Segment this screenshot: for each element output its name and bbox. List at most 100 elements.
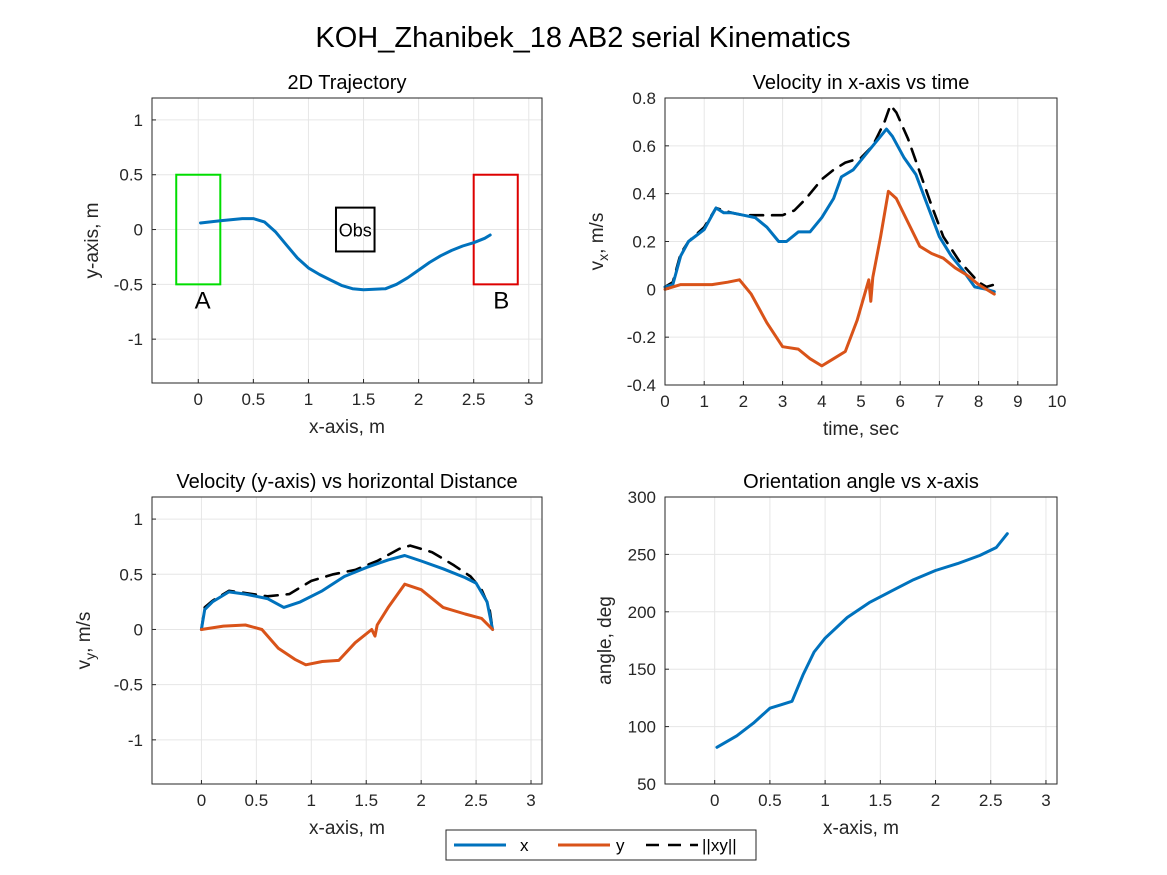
y-axis-label: angle, deg [595,596,616,685]
legend-label-0: x [520,836,529,855]
y-axis-label: vx, m/s [587,213,611,271]
axes-title: Velocity in x-axis vs time [753,72,970,94]
y-tick-label: 100 [628,718,656,737]
x-tick-label: 3 [526,791,535,810]
y-tick-label: 0.8 [632,89,656,108]
y-axis-label-subscript: x [595,254,611,261]
x-tick-label: 0.5 [242,390,266,409]
x-tick-label: 0 [194,390,203,409]
axes-orientation-angle: 0 0.5 1 1.5 2 2.5 3 50 100 150 200 250 300 Orientatio… [595,471,1058,839]
y-tick-label: -0.4 [627,376,656,395]
y-tick-label: 300 [628,488,656,507]
x-tick-label: 0 [660,392,669,411]
y-axis-label-unit: , m/s [74,612,95,653]
axes-title: 2D Trajectory [288,72,407,94]
y-axis-label-subscript: y [82,653,98,660]
axes-velocity-vs-distance: 0 0.5 1 1.5 2 2.5 3 -1 -0.5 0 0.5 1 Velocity (y-axis… [74,471,543,839]
y-tick-label: 0.5 [119,565,143,584]
x-axis-label: x-axis, m [823,818,899,839]
y-tick-label: 0 [134,221,143,240]
x-tick-label: 1 [699,392,708,411]
y-tick-label: 0 [647,280,656,299]
series-line-y [199,582,495,667]
x-tick-label: 0.5 [245,791,269,810]
x-tick-label: 6 [895,392,904,411]
x-tick-label: 2.5 [462,390,486,409]
y-tick-label: 0.5 [119,166,143,185]
region-label-b: B [493,288,509,315]
y-axis-label-main: v [74,659,95,669]
y-tick-label: 0.4 [632,185,656,204]
axes-frame [151,496,543,785]
y-tick-label: 0 [134,620,143,639]
axes-frame [151,97,543,384]
x-tick-label: 0 [197,791,206,810]
y-tick-label: -1 [128,731,143,750]
y-axis-label: vy, m/s [74,612,98,670]
series-line-x [199,217,492,292]
y-tick-label: -0.5 [114,676,143,695]
plot-area [152,497,542,784]
axes-2d-trajectory: 0 0.5 1 1.5 2 2.5 3 -1 -0.5 0 0.5 1 A B Obs 2D Trajecto… [82,72,543,438]
x-tick-label: 3 [778,392,787,411]
legend: x y ||xy|| [445,829,757,861]
axes-frame [664,496,1058,785]
y-tick-label: 50 [637,775,656,794]
axes-title: Orientation angle vs x-axis [743,471,979,493]
y-tick-label: 250 [628,545,656,564]
x-tick-label: 1.5 [869,791,893,810]
axes-frame [664,97,1058,386]
x-tick-label: 3 [1041,791,1050,810]
x-tick-label: 10 [1048,392,1067,411]
y-tick-label: -0.2 [627,328,656,347]
x-tick-label: 3 [524,390,533,409]
obstacle-label: Obs [339,221,372,241]
x-tick-label: 1 [304,390,313,409]
x-tick-label: 1.5 [354,791,378,810]
axes-title: Velocity (y-axis) vs horizontal Distance [176,471,517,493]
y-tick-label: 200 [628,603,656,622]
series-line-x [199,554,495,631]
axes-velocity-vs-time: 0 1 2 3 4 5 6 7 8 9 10 -0.4 -0.2 0 0.2 0.4 0.6 0.8 Velocit… [587,72,1066,440]
legend-label-2: ||xy|| [702,836,737,855]
x-tick-label: 4 [817,392,826,411]
grid-lines [152,497,542,784]
y-tick-label: 0.2 [632,233,656,252]
obstacle-box [334,206,376,253]
y-tick-label: 1 [134,510,143,529]
x-tick-label: 2.5 [979,791,1003,810]
y-tick-label: -0.5 [114,275,143,294]
figure-suptitle: KOH_Zhanibek_18 AB2 serial Kinematics [315,22,850,54]
region-box-b [472,173,519,286]
x-tick-label: 1.5 [352,390,376,409]
x-tick-label: 8 [974,392,983,411]
x-tick-label: 2 [416,791,425,810]
region-label-a: A [195,288,211,315]
x-tick-label: 2.5 [464,791,488,810]
x-tick-label: 0.5 [758,791,782,810]
x-tick-label: 1 [307,791,316,810]
x-tick-label: 7 [935,392,944,411]
y-axis-label-main: v [587,260,608,270]
y-tick-label: 150 [628,660,656,679]
y-tick-label: -1 [128,330,143,349]
x-tick-label: 2 [931,791,940,810]
y-tick-label: 1 [134,111,143,130]
series-line-y [663,189,996,368]
series-line-x [663,127,996,294]
y-axis-label-unit: , m/s [587,213,608,254]
legend-label-1: y [616,836,625,855]
x-tick-label: 1 [820,791,829,810]
x-tick-label: 2 [414,390,423,409]
x-axis-label: x-axis, m [309,417,385,438]
y-tick-label: 0.6 [632,137,656,156]
y-axis-label: y-axis, m [82,203,103,279]
x-tick-label: 9 [1013,392,1022,411]
series-line-x [715,532,1009,749]
region-box-a [175,173,222,286]
x-axis-label: x-axis, m [309,818,385,839]
x-tick-label: 2 [739,392,748,411]
x-tick-label: 0 [710,791,719,810]
x-axis-label: time, sec [823,419,899,440]
